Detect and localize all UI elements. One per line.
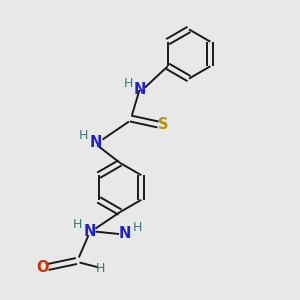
- Text: H: H: [73, 218, 82, 232]
- Text: S: S: [158, 117, 169, 132]
- Text: O: O: [36, 260, 49, 275]
- Text: H: H: [123, 77, 133, 90]
- Text: H: H: [96, 262, 105, 275]
- Text: H: H: [79, 129, 88, 142]
- Text: H: H: [132, 221, 142, 234]
- Text: N: N: [90, 135, 102, 150]
- Text: N: N: [133, 82, 146, 98]
- Text: N: N: [118, 226, 131, 242]
- Text: N: N: [84, 224, 96, 239]
